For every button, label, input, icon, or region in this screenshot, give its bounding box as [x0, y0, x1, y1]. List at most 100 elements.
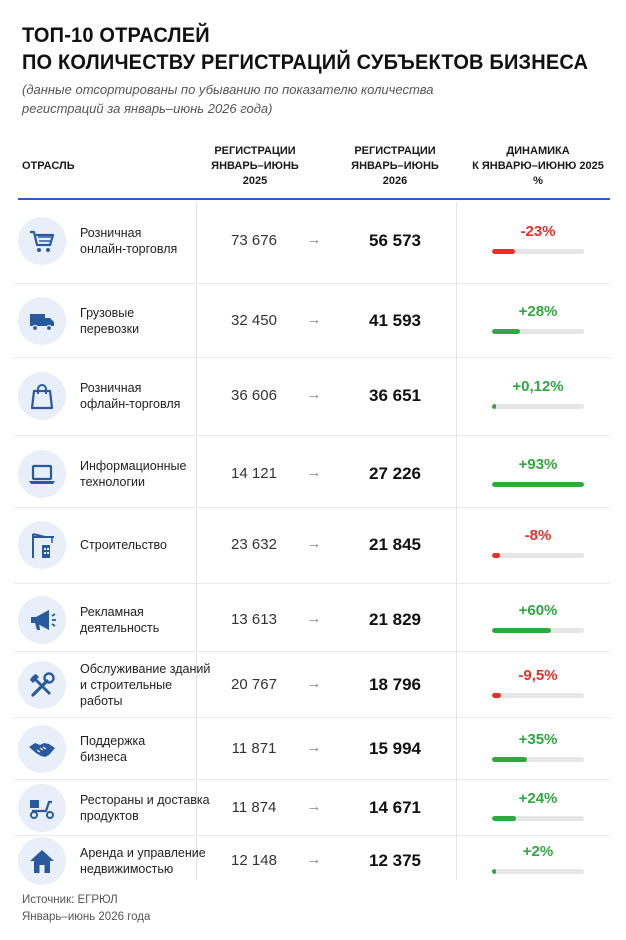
tools-icon — [18, 661, 66, 709]
industry-name-line: офлайн-торговля — [80, 397, 181, 411]
column-header-industry: ОТРАСЛЬ — [22, 160, 75, 172]
column-header-reg-2026-line-3: 2026 — [382, 175, 408, 187]
arrow-right-icon: → — [306, 535, 322, 552]
change-percent: +0,12% — [512, 378, 564, 395]
construction-crane-icon — [18, 521, 66, 569]
change-bar-track — [492, 869, 584, 874]
change-bar-track — [492, 482, 584, 487]
value-2026: 21 829 — [369, 610, 421, 629]
change-bar — [492, 553, 500, 558]
change-percent: +28% — [518, 303, 558, 320]
row-divider — [14, 507, 610, 508]
row-divider — [14, 717, 610, 718]
industry-name-line: продуктов — [80, 809, 139, 823]
value-2026: 15 994 — [369, 739, 421, 758]
value-2025: 73 676 — [231, 232, 277, 249]
value-2026: 21 845 — [369, 535, 421, 554]
row-divider — [14, 435, 610, 436]
industry-name-line: Строительство — [80, 538, 167, 552]
footer: Источник: ЕГРЮЛ Январь–июнь 2026 года — [22, 892, 150, 926]
value-2025: 23 632 — [231, 536, 277, 553]
laptop-icon — [18, 450, 66, 498]
industry-name-line: Аренда и управление — [80, 846, 206, 860]
column-header-dynamics-line-2: К ЯНВАРЮ–ИЮНЮ 2025 — [472, 160, 604, 172]
change-bar — [492, 628, 552, 633]
change-percent: -23% — [520, 223, 556, 240]
industry-name-line: онлайн-торговля — [80, 242, 178, 256]
value-2026: 27 226 — [369, 464, 421, 483]
arrow-right-icon: → — [306, 231, 322, 248]
column-header-reg-2025: РЕГИСТРАЦИИ ЯНВАРЬ–ИЮНЬ 2025 — [195, 144, 315, 189]
industry-name-line: технологии — [80, 475, 146, 489]
industry-name-line: Грузовые — [80, 306, 135, 320]
change-bar — [492, 869, 496, 874]
industry-name: Информационные технологии — [80, 458, 230, 490]
arrow-right-icon: → — [306, 311, 322, 328]
change-percent: +60% — [518, 602, 558, 619]
delivery-scooter-icon — [18, 784, 66, 832]
title-line-2: ПО КОЛИЧЕСТВУ РЕГИСТРАЦИЙ СУБЪЕКТОВ БИЗН… — [22, 50, 589, 74]
change-bar-track — [492, 816, 584, 821]
industry-name-line: Розничная — [80, 226, 142, 240]
industry-name: Поддержка бизнеса — [80, 733, 230, 765]
column-header-reg-2026-line-1: РЕГИСТРАЦИИ — [354, 145, 436, 157]
change-percent: +2% — [522, 843, 554, 860]
industry-name-line: Обслуживание зданий — [80, 662, 211, 676]
industry-name-line: и строительные — [80, 678, 173, 692]
change-bar — [492, 249, 515, 254]
page-title: ТОП-10 ОТРАСЛЕЙ ПО КОЛИЧЕСТВУ РЕГИСТРАЦИ… — [22, 22, 588, 76]
value-2026: 56 573 — [369, 231, 421, 250]
industry-name: Розничная офлайн-торговля — [80, 380, 230, 412]
change-percent: -8% — [524, 527, 552, 544]
industry-name: Аренда и управление недвижимостью — [80, 845, 230, 877]
row-divider — [14, 283, 610, 284]
industry-name-line: Рекламная — [80, 605, 144, 619]
industry-name: Строительство — [80, 537, 230, 553]
arrow-right-icon: → — [306, 464, 322, 481]
value-2025: 11 874 — [231, 799, 277, 816]
value-2025: 14 121 — [231, 465, 277, 482]
column-header-reg-2025-line-1: РЕГИСТРАЦИИ — [214, 145, 296, 157]
column-header-reg-2026-line-2: ЯНВАРЬ–ИЮНЬ — [351, 160, 439, 172]
industry-name: Обслуживание зданий и строительные работы — [80, 661, 230, 709]
change-percent: +93% — [518, 456, 558, 473]
title-line-1: ТОП-10 ОТРАСЛЕЙ — [22, 23, 210, 47]
change-percent: +24% — [518, 790, 558, 807]
change-bar — [492, 329, 520, 334]
change-bar-track — [492, 757, 584, 762]
row-divider — [14, 357, 610, 358]
industry-name: Розничная онлайн-торговля — [80, 225, 230, 257]
change-bar-track — [492, 404, 584, 409]
row-divider — [14, 583, 610, 584]
footer-period: Январь–июнь 2026 года — [22, 911, 151, 923]
arrow-right-icon: → — [306, 851, 322, 868]
column-header-reg-2025-line-3: 2025 — [242, 175, 268, 187]
change-bar — [492, 482, 584, 487]
value-2026: 14 671 — [369, 798, 421, 817]
subtitle: (данные отсортированы по убыванию по пок… — [22, 82, 434, 116]
arrow-right-icon: → — [306, 386, 322, 403]
row-divider — [14, 651, 610, 652]
arrow-right-icon: → — [306, 675, 322, 692]
value-2025: 11 871 — [231, 740, 277, 757]
truck-icon — [18, 297, 66, 345]
industry-name-line: недвижимостью — [80, 862, 174, 876]
house-icon — [18, 837, 66, 885]
value-2025: 13 613 — [231, 611, 277, 628]
column-header-reg-2025-line-2: ЯНВАРЬ–ИЮНЬ — [211, 160, 299, 172]
industry-name-line: деятельность — [80, 621, 160, 635]
change-bar — [492, 693, 502, 698]
column-separator — [196, 202, 197, 880]
shopping-cart-icon — [18, 217, 66, 265]
value-2026: 41 593 — [369, 311, 421, 330]
industry-name: Грузовые перевозки — [80, 305, 230, 337]
row-divider — [14, 835, 610, 836]
change-percent: +35% — [518, 731, 558, 748]
shopping-bag-icon — [18, 372, 66, 420]
industry-name-line: Розничная — [80, 381, 142, 395]
handshake-icon — [18, 725, 66, 773]
industry-name-line: работы — [80, 694, 123, 708]
value-2026: 12 375 — [369, 851, 421, 870]
value-2025: 32 450 — [231, 312, 277, 329]
industry-name-line: Рестораны и доставка — [80, 793, 210, 807]
